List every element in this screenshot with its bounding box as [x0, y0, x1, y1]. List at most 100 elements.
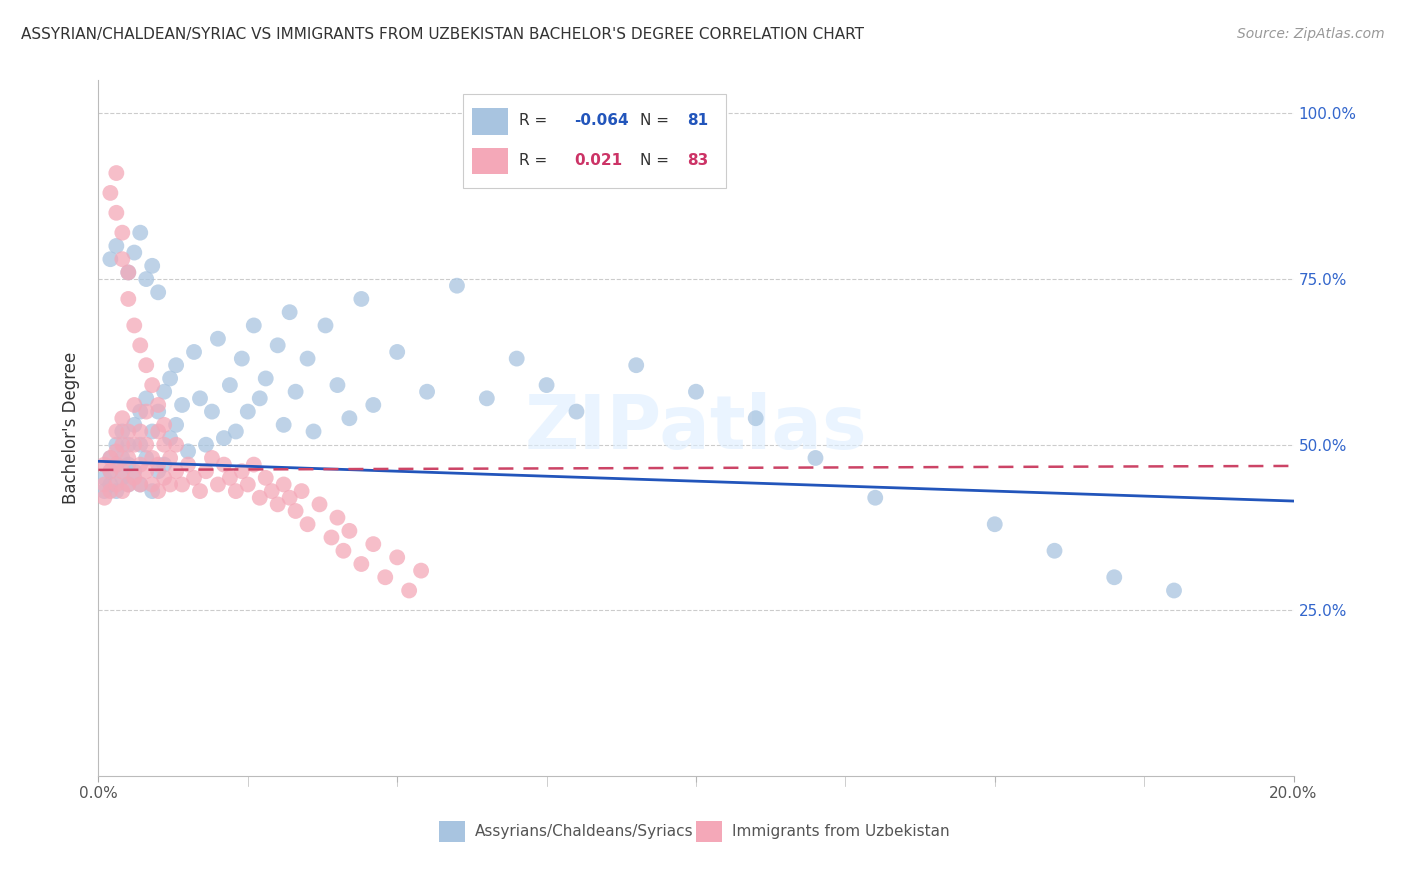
Point [105, 444, 128, 458]
FancyBboxPatch shape [696, 822, 723, 842]
Point [1043, 543, 1066, 558]
Point [302, 425, 325, 439]
Point [411, 564, 433, 578]
Point [98, 484, 122, 499]
Text: Assyrians/Chaldeans/Syriacs: Assyrians/Chaldeans/Syriacs [475, 824, 693, 839]
Point [117, 292, 139, 306]
Point [111, 411, 134, 425]
Point [350, 292, 373, 306]
Text: 81: 81 [688, 113, 709, 128]
Point [148, 484, 170, 499]
Text: ASSYRIAN/CHALDEAN/SYRIAC VS IMMIGRANTS FROM UZBEKISTAN BACHELOR'S DEGREE CORRELA: ASSYRIAN/CHALDEAN/SYRIAC VS IMMIGRANTS F… [21, 27, 865, 42]
Point [297, 517, 319, 532]
Point [135, 272, 157, 286]
Point [212, 431, 235, 445]
Point [231, 464, 253, 478]
Point [93, 471, 115, 485]
Point [153, 384, 176, 399]
Point [326, 510, 349, 524]
Point [117, 265, 139, 279]
Point [111, 252, 134, 267]
Point [148, 425, 170, 439]
Point [416, 384, 439, 399]
Point [117, 450, 139, 465]
Point [148, 464, 170, 478]
Point [93, 458, 115, 472]
Point [105, 239, 128, 253]
Text: Source: ZipAtlas.com: Source: ZipAtlas.com [1237, 27, 1385, 41]
Point [1104, 570, 1126, 584]
Point [105, 425, 128, 439]
Point [231, 351, 253, 366]
Text: ZIPatlas: ZIPatlas [524, 392, 868, 465]
Point [183, 345, 205, 359]
Point [159, 477, 181, 491]
Point [225, 484, 247, 499]
Point [219, 378, 242, 392]
Point [117, 458, 139, 472]
Point [363, 537, 385, 551]
Point [273, 417, 295, 432]
Point [111, 484, 134, 499]
Point [745, 411, 768, 425]
Text: 83: 83 [688, 153, 709, 168]
Point [332, 543, 354, 558]
Point [111, 226, 134, 240]
Point [117, 477, 139, 491]
Point [124, 398, 146, 412]
Point [105, 438, 128, 452]
Point [385, 550, 409, 565]
Point [172, 398, 194, 412]
Point [111, 471, 134, 485]
Point [207, 477, 229, 491]
Text: N =: N = [640, 113, 673, 128]
Point [267, 338, 290, 352]
Point [177, 458, 200, 472]
Point [165, 358, 187, 372]
Point [385, 345, 409, 359]
Point [148, 404, 170, 418]
Point [117, 438, 139, 452]
Point [141, 477, 163, 491]
Text: -0.064: -0.064 [574, 113, 628, 128]
Point [93, 491, 115, 505]
Point [98, 186, 122, 200]
Point [183, 471, 205, 485]
Point [93, 484, 115, 499]
Point [506, 351, 529, 366]
Point [326, 378, 349, 392]
Point [188, 392, 211, 406]
Point [159, 431, 181, 445]
Point [124, 417, 146, 432]
Point [565, 404, 588, 418]
Point [284, 384, 307, 399]
Point [135, 404, 157, 418]
Point [165, 464, 187, 478]
Point [165, 417, 187, 432]
Point [249, 491, 271, 505]
Point [153, 438, 176, 452]
Point [207, 332, 229, 346]
Point [195, 438, 218, 452]
Point [148, 398, 170, 412]
Point [111, 425, 134, 439]
Point [374, 570, 396, 584]
Point [212, 458, 235, 472]
Point [135, 438, 157, 452]
Point [141, 259, 163, 273]
Point [129, 226, 152, 240]
Point [98, 450, 122, 465]
Point [124, 245, 146, 260]
Point [141, 484, 163, 499]
Point [98, 252, 122, 267]
Point [165, 438, 187, 452]
Point [141, 450, 163, 465]
Point [111, 464, 134, 478]
Point [141, 378, 163, 392]
Point [105, 484, 128, 499]
Point [129, 477, 152, 491]
Point [804, 450, 827, 465]
Point [129, 477, 152, 491]
Point [124, 438, 146, 452]
Point [254, 471, 277, 485]
